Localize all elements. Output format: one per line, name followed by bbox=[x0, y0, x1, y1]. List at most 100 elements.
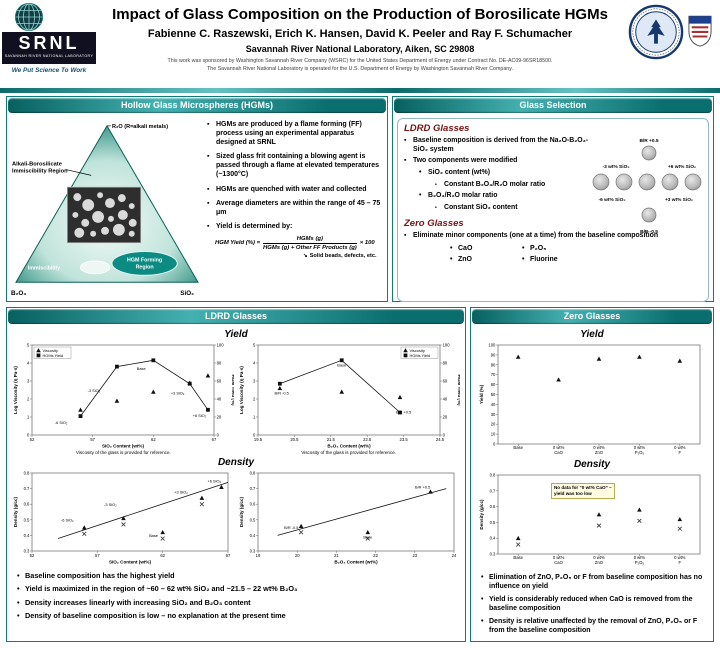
sponsor-text: This work was sponsored by Washington Sa… bbox=[100, 58, 620, 73]
svg-text:80: 80 bbox=[442, 361, 447, 366]
srnl-logo-subtext: SAVANNAH RIVER NATIONAL LABORATORY bbox=[4, 54, 94, 58]
arrow-icon: ↘ bbox=[303, 252, 308, 259]
hgm-bullets: HGMs are produced by a flame forming (FF… bbox=[207, 120, 381, 231]
formula-denominator: HGMs (g) + Other FF Products (g) bbox=[263, 244, 357, 251]
svg-text:HGM Yield (%): HGM Yield (%) bbox=[457, 374, 460, 406]
srnl-logo-text: SRNL bbox=[18, 33, 80, 53]
svg-text:60: 60 bbox=[491, 382, 496, 387]
zero-item: CaO bbox=[450, 244, 522, 255]
svg-text:2: 2 bbox=[253, 397, 256, 402]
glass-sample-disc bbox=[641, 145, 657, 161]
sample-label-minus6: -6 wt% SiO₂ bbox=[599, 197, 626, 203]
glass-sample-disc bbox=[641, 207, 657, 223]
svg-text:70: 70 bbox=[491, 372, 496, 377]
hgm-panel: Hollow Glass Microspheres (HGMs) R₂O (R=… bbox=[6, 96, 388, 302]
corner-label-b2o3: B₂O₃ bbox=[11, 290, 26, 297]
svg-text:57: 57 bbox=[91, 437, 96, 442]
svg-text:50: 50 bbox=[491, 392, 496, 397]
sub-bullet: B₂O₃/R₂O molar ratio bbox=[404, 192, 596, 201]
chart-ldrd-yield-vs-b2o3: 0 1 2 3 4 5 0 20 40 60 80 100 19.5 20.5 21.5 22.5 23.5 24… bbox=[238, 342, 460, 456]
svg-text:1: 1 bbox=[253, 415, 256, 420]
bullet: Eliminate minor components (one at a tim… bbox=[404, 232, 702, 241]
svg-text:19.5: 19.5 bbox=[254, 437, 263, 442]
zero-conclusions: Elimination of ZnO, P₂O₅ or F from basel… bbox=[481, 573, 705, 636]
bullet: Two components were modified bbox=[404, 157, 596, 166]
sample-label-plus3: +3 wt% SiO₂ bbox=[665, 197, 693, 203]
svg-text:0.3: 0.3 bbox=[249, 549, 255, 554]
sub-bullet: SiO₂ content (wt%) bbox=[404, 169, 596, 178]
svg-text:F: F bbox=[679, 560, 682, 565]
crest-icon bbox=[688, 15, 712, 47]
svg-text:20: 20 bbox=[295, 553, 300, 558]
svg-text:Base: Base bbox=[513, 445, 523, 450]
sub-sub-bullet: Constant SiO₂ content bbox=[404, 204, 596, 213]
corner-label-sio2: SiO₂ bbox=[180, 290, 194, 297]
svg-text:1: 1 bbox=[27, 415, 30, 420]
zero-item: Fluorine bbox=[522, 255, 608, 266]
zero-item: ZnO bbox=[450, 255, 522, 266]
svg-text:57: 57 bbox=[95, 553, 100, 558]
svg-text:62: 62 bbox=[161, 553, 166, 558]
ldrd-results-header: LDRD Glasses bbox=[8, 309, 464, 324]
svg-text:20: 20 bbox=[491, 422, 496, 427]
globe-icon bbox=[15, 3, 43, 31]
svg-text:67: 67 bbox=[226, 553, 231, 558]
svg-text:5: 5 bbox=[253, 343, 256, 348]
svg-text:SiO₂ Content (wt%): SiO₂ Content (wt%) bbox=[102, 444, 145, 449]
svg-text:0.8: 0.8 bbox=[249, 471, 255, 476]
zero-glasses-items: CaO P₂O₅ ZnO Fluorine bbox=[450, 244, 702, 265]
svg-text:52: 52 bbox=[30, 553, 35, 558]
conclusion-bullet: Baseline composition has the highest yie… bbox=[17, 571, 457, 581]
svg-text:CaO: CaO bbox=[554, 560, 563, 565]
svg-text:B₂O₃ Content (wt%): B₂O₃ Content (wt%) bbox=[334, 560, 378, 565]
zero-results-header: Zero Glasses bbox=[472, 309, 712, 324]
svg-text:100: 100 bbox=[488, 343, 496, 348]
apex-label: R₂O (R=alkali metals) bbox=[112, 124, 168, 130]
svg-text:0.8: 0.8 bbox=[490, 473, 496, 478]
zero-density-heading: Density bbox=[573, 459, 611, 470]
svg-text:0: 0 bbox=[493, 442, 496, 447]
svg-text:0 wt%: 0 wt% bbox=[674, 555, 686, 560]
hgm-panel-title: Hollow Glass Microspheres (HGMs) bbox=[120, 100, 274, 110]
svg-text:0 wt%: 0 wt% bbox=[674, 445, 686, 450]
sample-label-minus3: -3 wt% SiO₂ bbox=[603, 164, 630, 170]
svg-text:Base: Base bbox=[513, 555, 523, 560]
svg-text:0: 0 bbox=[442, 433, 445, 438]
glass-selection-panel: Glass Selection LDRD Glasses Baseline co… bbox=[392, 96, 714, 302]
svg-text:0.6: 0.6 bbox=[249, 502, 255, 507]
conclusion-bullet: Elimination of ZnO, P₂O₅ or F from basel… bbox=[481, 573, 705, 591]
conclusion-bullet: Yield is considerably reduced when CaO i… bbox=[481, 595, 705, 613]
ldrd-density-heading: Density bbox=[217, 457, 255, 468]
zero-item: P₂O₅ bbox=[522, 244, 608, 255]
svg-text:0: 0 bbox=[27, 433, 30, 438]
bullet: HGMs are quenched with water and collect… bbox=[207, 185, 381, 194]
chart-ldrd-yield-vs-sio2: 0 1 2 3 4 5 0 20 40 60 80 100 52 57 62 67 SiO₂ Content (… bbox=[13, 342, 235, 456]
glass-selection-panel-header: Glass Selection bbox=[394, 98, 712, 113]
formula-lhs: HGM Yield (%) = bbox=[215, 240, 261, 247]
svg-text:23: 23 bbox=[412, 553, 417, 558]
conclusion-bullet: Yield is maximized in the region of ~60 … bbox=[17, 584, 457, 594]
svg-text:+6 SiO₂: +6 SiO₂ bbox=[193, 413, 207, 418]
svg-text:0: 0 bbox=[217, 433, 220, 438]
svg-text:+3 SiO₂: +3 SiO₂ bbox=[171, 391, 185, 396]
svg-text:40: 40 bbox=[442, 397, 447, 402]
sample-label-br-plus: B/R +0.5 bbox=[639, 138, 658, 144]
svg-text:24.5: 24.5 bbox=[436, 437, 445, 442]
svg-text:40: 40 bbox=[217, 397, 222, 402]
svg-text:0.5: 0.5 bbox=[249, 517, 255, 522]
svg-text:0 wt%: 0 wt% bbox=[593, 445, 605, 450]
svg-text:P₂O₅: P₂O₅ bbox=[635, 560, 645, 565]
svg-text:90: 90 bbox=[491, 352, 496, 357]
svg-text:60: 60 bbox=[217, 379, 222, 384]
svg-text:10: 10 bbox=[491, 432, 496, 437]
ternary-diagram: R₂O (R=alkali metals) Alkali-Borosilicat… bbox=[11, 124, 199, 297]
srnl-logo: SRNL SAVANNAH RIVER NATIONAL LABORATORY bbox=[2, 32, 96, 64]
svg-text:Log Viscosity (η Pa·s): Log Viscosity (η Pa·s) bbox=[239, 366, 244, 414]
title-block: Impact of Glass Composition on the Produ… bbox=[100, 6, 620, 73]
svg-text:0.5: 0.5 bbox=[490, 520, 496, 525]
svg-text:40: 40 bbox=[491, 402, 496, 407]
bullet: Average diameters are within the range o… bbox=[207, 199, 381, 217]
hgm-region-label-2: Region bbox=[136, 264, 154, 270]
svg-text:0.3: 0.3 bbox=[490, 552, 496, 557]
